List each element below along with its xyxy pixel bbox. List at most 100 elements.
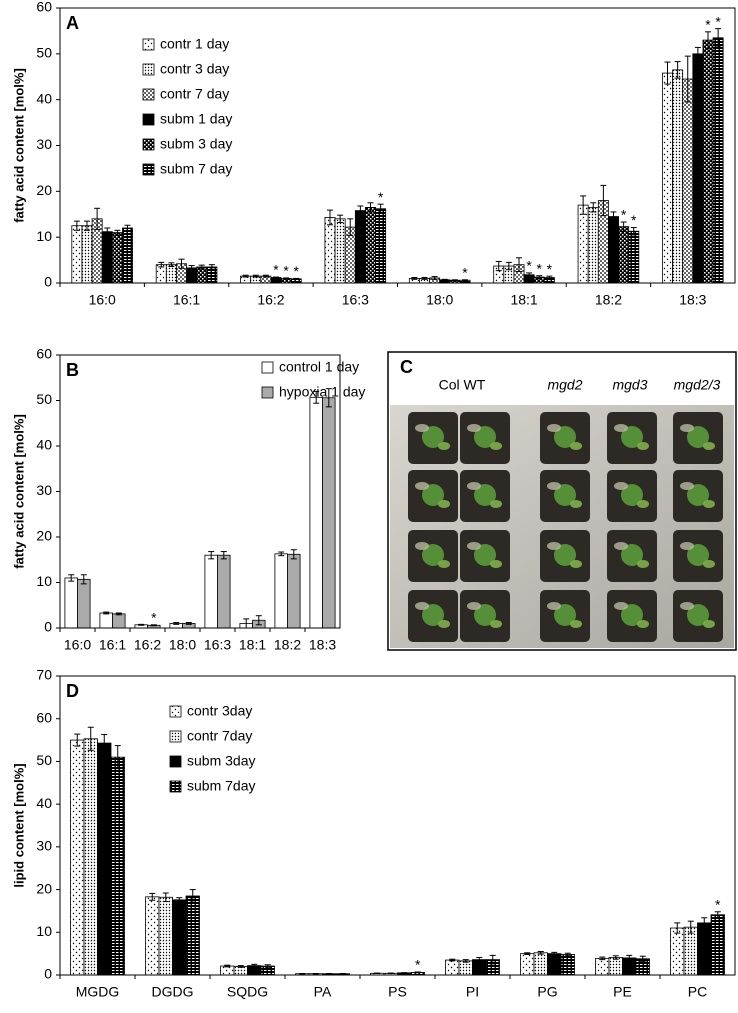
legend-swatch bbox=[143, 64, 154, 75]
significance-mark: * bbox=[415, 957, 421, 973]
leaf bbox=[438, 620, 450, 628]
bar bbox=[173, 900, 187, 975]
bar bbox=[323, 398, 336, 628]
significance-mark: * bbox=[462, 264, 468, 280]
panel-label: C bbox=[400, 357, 413, 377]
leaf bbox=[467, 482, 481, 490]
y-tick-label: 40 bbox=[36, 437, 52, 453]
bar bbox=[703, 40, 713, 283]
x-tick-label: 16:3 bbox=[342, 292, 369, 308]
bar bbox=[112, 233, 122, 283]
y-tick-label: 10 bbox=[36, 573, 52, 589]
significance-mark: * bbox=[705, 17, 711, 33]
legend-swatch bbox=[170, 781, 181, 792]
x-tick-label: 18:0 bbox=[426, 292, 453, 308]
bar bbox=[122, 228, 132, 283]
bar bbox=[335, 219, 345, 283]
bar bbox=[100, 613, 113, 628]
y-tick-label: 70 bbox=[36, 667, 52, 683]
legend-label: subm 7day bbox=[187, 778, 255, 794]
leaf bbox=[415, 542, 429, 550]
significance-mark: * bbox=[378, 189, 384, 205]
x-tick-label: 16:1 bbox=[173, 292, 200, 308]
legend-label: control 1 day bbox=[279, 359, 359, 375]
bar bbox=[325, 217, 335, 283]
y-tick-label: 30 bbox=[36, 136, 52, 152]
leaf bbox=[637, 500, 649, 508]
legend-swatch bbox=[170, 706, 181, 717]
x-tick-label: 16:3 bbox=[204, 637, 231, 653]
leaf bbox=[614, 482, 628, 490]
leaf bbox=[415, 424, 429, 432]
bar bbox=[84, 739, 98, 975]
bar bbox=[205, 555, 218, 628]
error-bar bbox=[442, 279, 448, 280]
significance-mark: * bbox=[151, 610, 157, 626]
leaf bbox=[490, 500, 502, 508]
leaf bbox=[637, 560, 649, 568]
bar bbox=[608, 217, 618, 283]
bar bbox=[197, 267, 207, 283]
bar bbox=[698, 923, 712, 975]
x-tick-label: 18:2 bbox=[595, 292, 622, 308]
legend-label: subm 3 day bbox=[160, 136, 232, 152]
x-tick-label: PC bbox=[688, 984, 707, 1000]
significance-mark: * bbox=[526, 258, 532, 274]
bar bbox=[588, 207, 598, 283]
legend-swatch bbox=[262, 387, 273, 398]
legend-label: contr 3day bbox=[187, 703, 252, 719]
significance-mark: * bbox=[537, 260, 543, 276]
leaf bbox=[614, 602, 628, 610]
genotype-label: mgd3 bbox=[612, 377, 647, 393]
leaf bbox=[703, 560, 715, 568]
leaf bbox=[547, 482, 561, 490]
y-tick-label: 20 bbox=[36, 182, 52, 198]
leaf bbox=[680, 542, 694, 550]
x-tick-label: 16:2 bbox=[257, 292, 284, 308]
leaf bbox=[637, 620, 649, 628]
leaf bbox=[490, 620, 502, 628]
bar bbox=[596, 958, 610, 975]
leaf bbox=[438, 560, 450, 568]
bar bbox=[111, 757, 125, 975]
bar bbox=[561, 954, 575, 975]
legend-swatch bbox=[143, 114, 154, 125]
y-tick-label: 10 bbox=[36, 923, 52, 939]
legend-swatch bbox=[170, 731, 181, 742]
y-tick-label: 10 bbox=[36, 228, 52, 244]
x-tick-label: 18:3 bbox=[679, 292, 706, 308]
x-tick-label: 16:0 bbox=[89, 292, 116, 308]
legend-label: contr 3 day bbox=[160, 61, 229, 77]
legend-label: hypoxia 1 day bbox=[279, 384, 365, 400]
error-bar bbox=[138, 624, 144, 625]
leaf bbox=[415, 482, 429, 490]
bar bbox=[146, 897, 160, 975]
bar bbox=[534, 953, 548, 975]
bar bbox=[629, 231, 639, 283]
legend-swatch bbox=[143, 139, 154, 150]
bar bbox=[355, 211, 365, 283]
bar bbox=[159, 897, 173, 975]
bar bbox=[662, 73, 672, 283]
x-tick-label: 16:2 bbox=[134, 637, 161, 653]
y-axis-title: lipid content [mol%] bbox=[11, 763, 26, 887]
panel-label: A bbox=[66, 13, 79, 33]
leaf bbox=[637, 442, 649, 450]
leaf bbox=[703, 442, 715, 450]
y-axis-title: fatty acid content [mol%] bbox=[11, 68, 26, 223]
x-tick-label: 18:1 bbox=[239, 637, 266, 653]
leaf bbox=[490, 560, 502, 568]
x-tick-label: SQDG bbox=[227, 984, 268, 1000]
bar bbox=[71, 740, 85, 975]
y-axis-title: fatty acid content [mol%] bbox=[11, 414, 26, 569]
significance-mark: * bbox=[715, 896, 721, 912]
y-tick-label: 40 bbox=[36, 795, 52, 811]
bar bbox=[218, 555, 231, 628]
bar bbox=[693, 54, 703, 283]
bar bbox=[365, 207, 375, 283]
leaf bbox=[547, 542, 561, 550]
bar bbox=[578, 205, 588, 283]
x-tick-label: PG bbox=[537, 984, 557, 1000]
y-tick-label: 30 bbox=[36, 482, 52, 498]
